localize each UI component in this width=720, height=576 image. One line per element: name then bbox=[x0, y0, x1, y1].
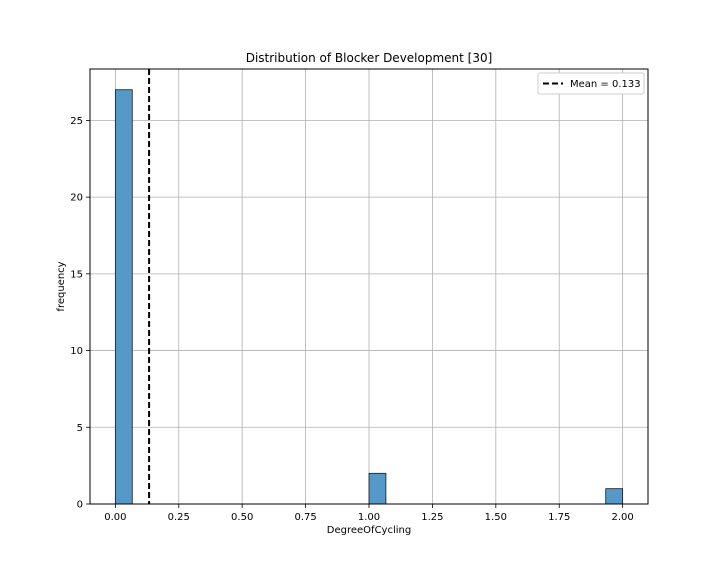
x-tick-label: 1.00 bbox=[358, 512, 380, 523]
y-tick-label: 20 bbox=[70, 193, 83, 204]
x-tick-label: 0.75 bbox=[294, 512, 316, 523]
legend: Mean = 0.133 bbox=[537, 72, 645, 95]
x-tick-label: 0.00 bbox=[104, 512, 126, 523]
y-tick-label: 5 bbox=[77, 423, 83, 434]
x-tick-label: 1.75 bbox=[548, 512, 570, 523]
y-tick-label: 25 bbox=[70, 116, 83, 127]
histogram-bar bbox=[605, 488, 624, 505]
histogram-bar bbox=[368, 472, 387, 505]
x-axis-label: DegreeOfCycling bbox=[327, 525, 411, 536]
y-tick-label: 10 bbox=[70, 346, 83, 357]
y-axis-ticks: 0 5 10 15 20 25 bbox=[70, 116, 90, 511]
x-tick-label: 2.00 bbox=[612, 512, 634, 523]
y-tick-label: 15 bbox=[70, 269, 83, 280]
x-tick-label: 1.25 bbox=[421, 512, 443, 523]
x-tick-label: 0.25 bbox=[168, 512, 190, 523]
legend-box bbox=[537, 72, 645, 95]
y-axis-label: frequency bbox=[56, 261, 67, 311]
histogram-bar bbox=[114, 89, 133, 505]
x-tick-label: 1.50 bbox=[485, 512, 507, 523]
x-tick-label: 0.50 bbox=[231, 512, 253, 523]
chart-title: Distribution of Blocker Development [30] bbox=[246, 51, 493, 65]
histogram-bars bbox=[114, 89, 624, 505]
legend-mean-label: Mean = 0.133 bbox=[570, 79, 641, 90]
grid-lines bbox=[90, 69, 648, 505]
y-tick-label: 0 bbox=[77, 500, 83, 511]
x-axis-ticks: 0.00 0.25 0.50 0.75 1.00 1.25 1.50 1.75 2.00 bbox=[104, 504, 634, 523]
